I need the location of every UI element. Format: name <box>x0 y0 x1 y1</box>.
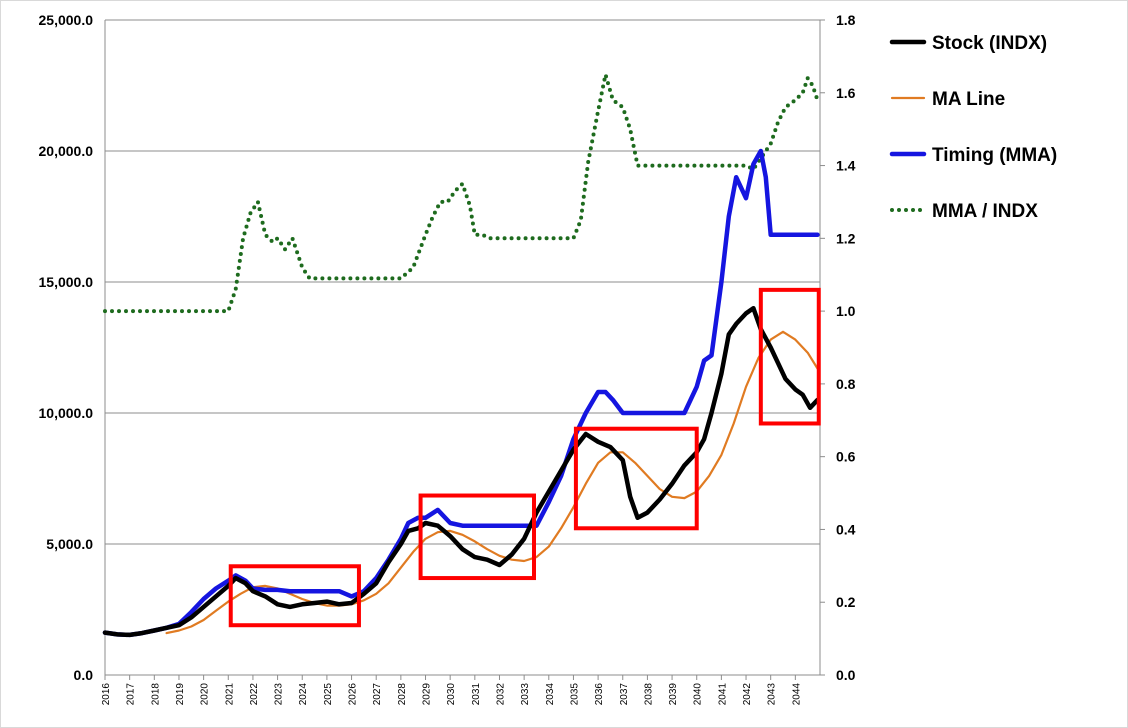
annotation-boxes <box>228 287 821 628</box>
x-tick-label: 2029 <box>422 683 433 706</box>
x-tick-label: 2020 <box>200 683 211 706</box>
legend-label: Timing (MMA) <box>932 145 1057 166</box>
x-tick-label: 2040 <box>693 683 704 706</box>
y-tick-label: 5,000.0 <box>46 536 93 552</box>
highlight-box <box>228 564 361 628</box>
highlight-box <box>758 287 821 426</box>
x-tick-label: 2043 <box>767 683 778 706</box>
x-tick-label: 2024 <box>298 683 309 706</box>
y-tick-label: 25,000.0 <box>39 12 94 28</box>
x-tick-label: 2038 <box>643 683 654 706</box>
legend-label: MMA / INDX <box>932 201 1038 222</box>
legend: Stock (INDX) MA Line Timing (MMA) MMA / IND… <box>889 33 1057 222</box>
series-line <box>103 72 820 314</box>
x-tick-label: 2037 <box>619 683 630 706</box>
x-tick-label: 2026 <box>348 683 359 706</box>
x-tick-label: 2032 <box>495 683 506 706</box>
y2-tick-label: 0.6 <box>836 449 856 465</box>
x-tick-label: 2018 <box>150 683 161 706</box>
series-line <box>102 305 820 638</box>
highlight-box <box>418 493 537 581</box>
highlight-box <box>573 426 699 531</box>
y2-tick-label: 0.8 <box>836 376 856 392</box>
x-tick-label: 2039 <box>668 683 679 706</box>
y2-tick-label: 0.0 <box>836 667 856 683</box>
y2-tick-label: 1.6 <box>836 85 856 101</box>
x-tick-label: 2027 <box>372 683 383 706</box>
x-tick-label: 2031 <box>471 683 482 706</box>
y2-tick-label: 1.8 <box>836 12 856 28</box>
axes: 0.0 5,000.0 10,000.0 15,000.0 20,000.0 25,000… <box>39 12 856 705</box>
y2-tick-label: 0.4 <box>836 521 856 537</box>
x-tick-label: 2019 <box>175 683 186 706</box>
x-tick-label: 2042 <box>742 683 753 706</box>
y-tick-label: 20,000.0 <box>39 143 94 159</box>
x-tick-label: 2034 <box>545 683 556 706</box>
x-tick-label: 2021 <box>224 683 235 706</box>
y-tick-label: 10,000.0 <box>39 405 94 421</box>
x-tick-label: 2022 <box>249 683 260 706</box>
y2-tick-label: 1.0 <box>836 303 856 319</box>
legend-label: Stock (INDX) <box>932 33 1047 54</box>
x-tick-label: 2030 <box>446 683 457 706</box>
y2-tick-label: 1.4 <box>836 158 856 174</box>
x-tick-label: 2036 <box>594 683 605 706</box>
gridlines <box>105 19 820 545</box>
x-tick-label: 2041 <box>717 683 728 706</box>
x-tick-label: 2025 <box>323 683 334 706</box>
x-tick-label: 2035 <box>569 683 580 706</box>
series-lines <box>102 72 820 638</box>
y-tick-label: 15,000.0 <box>39 274 94 290</box>
x-tick-label: 2023 <box>274 683 285 706</box>
legend-label: MA Line <box>932 89 1005 110</box>
x-tick-label: 2033 <box>520 683 531 706</box>
x-tick-label: 2044 <box>791 683 802 706</box>
y2-tick-label: 0.2 <box>836 594 856 610</box>
x-tick-label: 2028 <box>397 683 408 706</box>
y-tick-label: 0.0 <box>74 667 94 683</box>
y2-tick-label: 1.2 <box>836 230 856 246</box>
x-tick-label: 2017 <box>126 683 137 706</box>
x-tick-label: 2016 <box>101 683 112 706</box>
